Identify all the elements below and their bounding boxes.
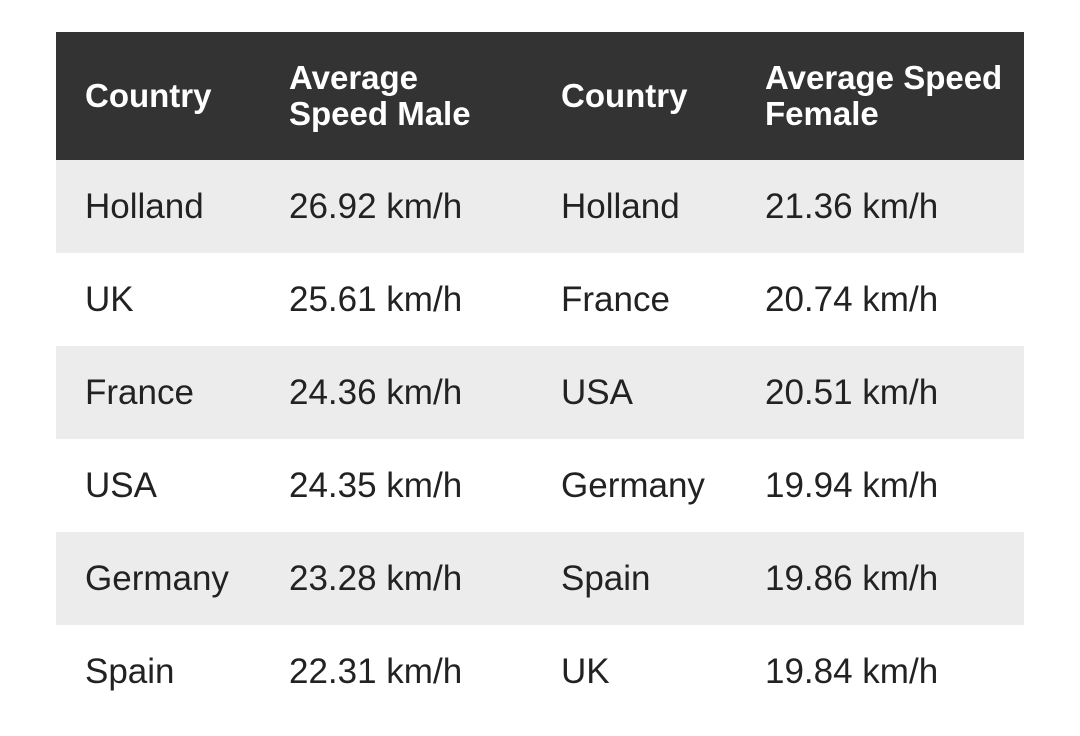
table-cell: 19.84 km/h bbox=[765, 651, 939, 691]
table-cell: 26.92 km/h bbox=[260, 160, 532, 253]
table-cell: Spain bbox=[532, 532, 736, 625]
table-row: Holland 26.92 km/h Holland 21.36 km/h bbox=[56, 160, 1024, 253]
header-row: Country Average Speed Male Country Average … bbox=[56, 32, 1024, 160]
header-cell: Average Speed Female bbox=[736, 32, 1024, 160]
table-cell: 20.51 km/h bbox=[736, 346, 1024, 439]
header-cell: Country bbox=[56, 32, 260, 160]
table-cell: Germany bbox=[56, 532, 260, 625]
table-cell: USA bbox=[532, 346, 736, 439]
table-cell: UK bbox=[85, 279, 134, 319]
table-cell: Holland bbox=[56, 160, 260, 253]
table-cell: 24.35 km/h bbox=[289, 465, 463, 505]
table-cell: USA bbox=[85, 465, 157, 505]
table-cell: Spain bbox=[85, 651, 175, 691]
table-cell: Germany bbox=[561, 465, 705, 505]
table-cell: 25.61 km/h bbox=[289, 279, 463, 319]
table-row: USA 24.35 km/h Germany 19.94 km/h bbox=[56, 439, 1024, 532]
header-cell: Average Speed Male bbox=[260, 32, 532, 160]
table-cell: 24.36 km/h bbox=[260, 346, 532, 439]
table-cell: France bbox=[561, 279, 670, 319]
table-row: Spain 22.31 km/h UK 19.84 km/h bbox=[56, 625, 1024, 718]
table-cell: 21.36 km/h bbox=[736, 160, 1024, 253]
table-row: UK 25.61 km/h France 20.74 km/h bbox=[56, 253, 1024, 346]
table-cell: 22.31 km/h bbox=[289, 651, 463, 691]
table-cell: 20.74 km/h bbox=[765, 279, 939, 319]
table-row: France 24.36 km/h USA 20.51 km/h bbox=[56, 346, 1024, 439]
table-cell: 23.28 km/h bbox=[260, 532, 532, 625]
table-cell: UK bbox=[561, 651, 610, 691]
table-row: Germany 23.28 km/h Spain 19.86 km/h bbox=[56, 532, 1024, 625]
table-cell: France bbox=[56, 346, 260, 439]
header-cell: Country bbox=[532, 32, 736, 160]
table-body: Holland 26.92 km/h Holland 21.36 km/h UK 25.6… bbox=[56, 160, 1024, 718]
table-cell: 19.86 km/h bbox=[736, 532, 1024, 625]
table-cell: 19.94 km/h bbox=[765, 465, 939, 505]
table-cell: Holland bbox=[532, 160, 736, 253]
speed-table: Country Average Speed Male Country Average … bbox=[56, 32, 1024, 718]
